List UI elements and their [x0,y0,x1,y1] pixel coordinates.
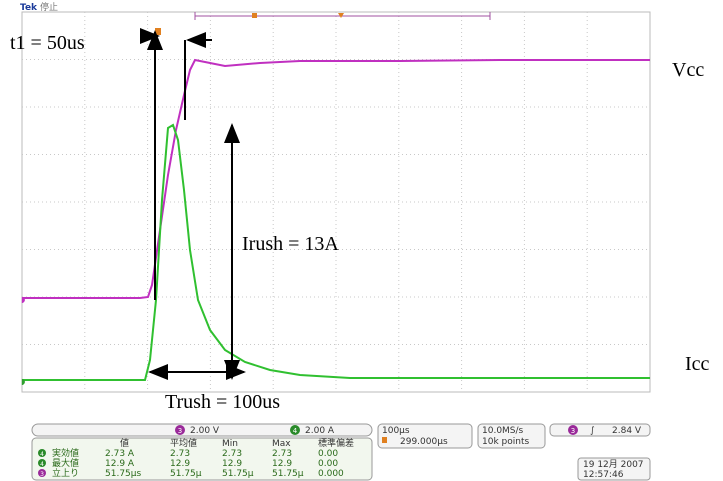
ch3-scale: 2.00 V [190,426,220,436]
cell: 0.00 [318,459,338,469]
timebase: 100μs [382,426,410,436]
ch4-marker: ◗ [21,377,25,386]
cell: 51.75μ [170,469,202,479]
t1-label: t1 = 50us [10,32,85,54]
ch-badge: 4 [293,427,298,435]
irush-label: Irush = 13A [242,233,339,255]
position: 299.000μs [400,437,448,447]
ch-badge: 3 [571,427,575,435]
ch-badge: 3 [178,427,182,435]
ch-badge: 3 [40,471,44,478]
column-header: 値 [120,437,129,449]
cell: 12.9 [272,459,292,469]
record-length: 10k points [482,437,529,447]
brand: Tek [20,3,38,13]
run-state: 停止 [40,1,58,13]
ch4-scale: 2.00 A [305,426,335,436]
marker [252,13,257,18]
cell: 51.75μ [272,469,304,479]
column-header: Max [272,439,291,449]
cell: 51.75μ [222,469,254,479]
icc-label: Icc [685,353,710,375]
column-header: 平均値 [170,437,197,449]
ch-badge: 4 [40,451,44,458]
cell: 12.9 [170,459,190,469]
cell: 2.73 A [105,449,135,459]
scope-screenshot: Tek 停止 ◗ ◗ t1 = 50us Vcc Irush = 13A Icc… [0,0,723,481]
row-name: 立上り [52,467,79,479]
cell: 2.73 [170,449,190,459]
column-header: Min [222,439,238,449]
cell: 2.73 [222,449,242,459]
vcc-label: Vcc [672,59,704,81]
ch-badge: 4 [40,461,44,468]
cell: 0.000 [318,469,344,479]
ch3-marker: ◗ [21,295,25,304]
row-name: 最大値 [52,457,79,469]
cell: 12.9 A [105,459,135,469]
cell: 2.73 [272,449,292,459]
cell: 12.9 [222,459,242,469]
date: 19 12月 2007 [583,459,644,470]
trush-label: Trush = 100us [165,391,280,413]
readout-panel: 3 2.00 V 4 2.00 A 100μs 299.000μs 10.0MS… [32,424,650,480]
column-header: 標準偏差 [318,437,354,449]
time: 12:57:46 [583,470,624,480]
trigger-level: 2.84 V [612,426,642,436]
cell: 0.00 [318,449,338,459]
cell: 51.75μs [105,469,141,479]
row-name: 実効値 [52,447,79,459]
svg-text:∫: ∫ [590,426,595,436]
sample-rate: 10.0MS/s [482,426,524,436]
